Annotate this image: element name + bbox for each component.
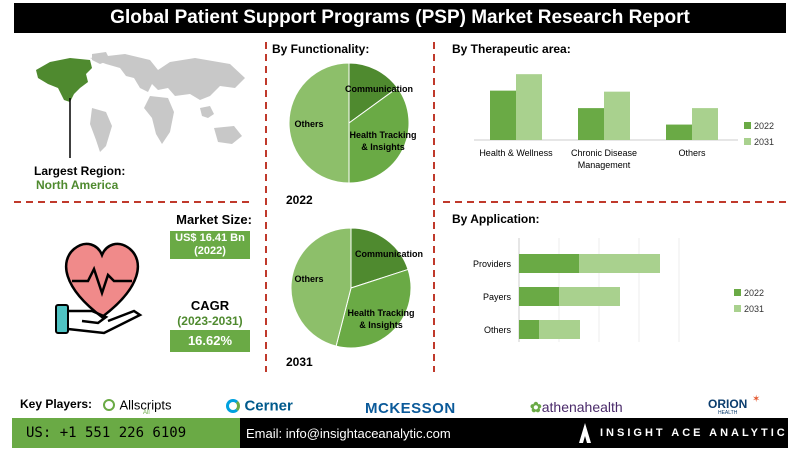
pie-label-health-tracking-insights: Health Tracking: [347, 308, 414, 318]
pie-chart-2022: Communication Health Tracking & Insights Ot…: [288, 62, 417, 184]
therapeutic-bar-2031: [516, 74, 542, 140]
footer-phone: US: +1 551 226 6109: [12, 418, 240, 448]
application-title: By Application:: [452, 212, 540, 226]
therapeutic-bar-2031: [604, 91, 630, 140]
functionality-title: By Functionality:: [272, 42, 370, 56]
footer-email: Email: info@insightaceanalytic.com: [246, 426, 451, 441]
heart-hand-icon: [55, 242, 143, 335]
pie-2022-year: 2022: [286, 193, 313, 207]
pie-slice-communication: [348, 62, 399, 124]
pie-label-health-tracking-insights: & Insights: [361, 142, 405, 152]
cagr-value: 16.62%: [170, 330, 250, 352]
allscripts-tagline: All: [143, 410, 150, 416]
therapeutic-bar-2031: [692, 108, 718, 140]
orion-subtext: HEALTH: [717, 410, 738, 416]
allscripts-logo: Allscripts All: [103, 396, 171, 416]
pie-slice-others: [288, 62, 350, 184]
application-tick-label: Providers: [473, 259, 512, 269]
application-bar-chart: Providers Payers Others 2022 2031: [473, 238, 764, 342]
orion-logo: ORION HEALTH ✶: [708, 394, 760, 416]
application-legend-swatch: [734, 305, 741, 312]
pie-slice-health-tracking-insights: [335, 268, 412, 349]
key-players-label: Key Players:: [20, 397, 93, 411]
market-size-label: Market Size:: [176, 212, 252, 227]
therapeutic-tick-label: Management: [578, 160, 631, 170]
application-bar-2022: [519, 287, 559, 306]
orion-star-icon: ✶: [752, 394, 761, 405]
application-bar-2031: [539, 320, 580, 339]
pie-2031-year: 2031: [286, 355, 313, 369]
mckesson-logo: MCKESSON: [365, 400, 456, 417]
therapeutic-bar-2022: [666, 124, 692, 140]
page-title: Global Patient Support Programs (PSP) Ma…: [14, 3, 786, 33]
application-bar-2031: [579, 254, 660, 273]
largest-region-value: North America: [36, 178, 119, 192]
athenahealth-text: athenahealth: [541, 399, 623, 415]
therapeutic-tick-label: Health & Wellness: [479, 148, 553, 158]
athenahealth-logo: ✿athenahealth: [530, 399, 623, 417]
pie-slice-others: [290, 227, 352, 347]
cerner-logo: Cerner: [226, 397, 293, 415]
footer-brand: INSIGHT ACE ANALYTIC: [600, 427, 788, 439]
therapeutic-tick-label: Chronic Disease: [571, 148, 637, 158]
application-bar-2022: [519, 320, 539, 339]
brand-logo-icon: [579, 423, 591, 443]
cagr-period: (2023-2031): [177, 314, 243, 328]
footer-bar: Email: info@insightaceanalytic.com INSIG…: [240, 418, 788, 448]
world-map-icon: [36, 52, 245, 158]
athena-mark-icon: ✿: [530, 399, 542, 415]
cerner-text: Cerner: [244, 397, 293, 415]
therapeutic-legend-label: 2031: [754, 137, 774, 147]
pie-slice-communication: [350, 227, 409, 289]
cagr-label: CAGR: [190, 298, 230, 313]
market-size-value: US$ 16.41 Bn: [175, 232, 245, 244]
pie-label-health-tracking-insights: & Insights: [359, 320, 403, 330]
therapeutic-tick-label: Others: [678, 148, 706, 158]
therapeutic-title: By Therapeutic area:: [452, 42, 571, 56]
therapeutic-bar-2022: [578, 108, 604, 140]
pie-label-communication: Communication: [345, 84, 413, 94]
pie-slice-health-tracking-insights: [348, 87, 410, 184]
pie-label-health-tracking-insights: Health Tracking: [349, 130, 416, 140]
market-size-year: (2022): [194, 245, 226, 257]
application-tick-label: Payers: [483, 292, 512, 302]
largest-region-label: Largest Region:: [34, 164, 126, 178]
allscripts-mark-icon: [103, 398, 115, 411]
therapeutic-legend-label: 2022: [754, 121, 774, 131]
application-legend-swatch: [734, 289, 741, 296]
therapeutic-bar-2022: [490, 90, 516, 140]
cerner-mark-icon: [226, 398, 240, 413]
therapeutic-legend-swatch: [744, 138, 751, 145]
pie-label-others: Others: [294, 119, 323, 129]
pie-label-communication: Communication: [355, 249, 423, 259]
therapeutic-bar-chart: Health & Wellness Chronic Disease Manageme…: [474, 74, 774, 170]
application-bar-2031: [559, 287, 620, 306]
application-legend-label: 2022: [744, 288, 764, 298]
orion-text: ORION: [708, 397, 748, 411]
allscripts-text: Allscripts: [119, 397, 172, 413]
market-size-box: US$ 16.41 Bn (2022): [170, 231, 250, 259]
therapeutic-legend-swatch: [744, 122, 751, 129]
pie-label-others: Others: [294, 274, 323, 284]
application-tick-label: Others: [484, 325, 512, 335]
application-bar-2022: [519, 254, 579, 273]
application-legend-label: 2031: [744, 304, 764, 314]
pie-chart-2031: Communication Health Tracking & Insights Ot…: [290, 227, 423, 349]
